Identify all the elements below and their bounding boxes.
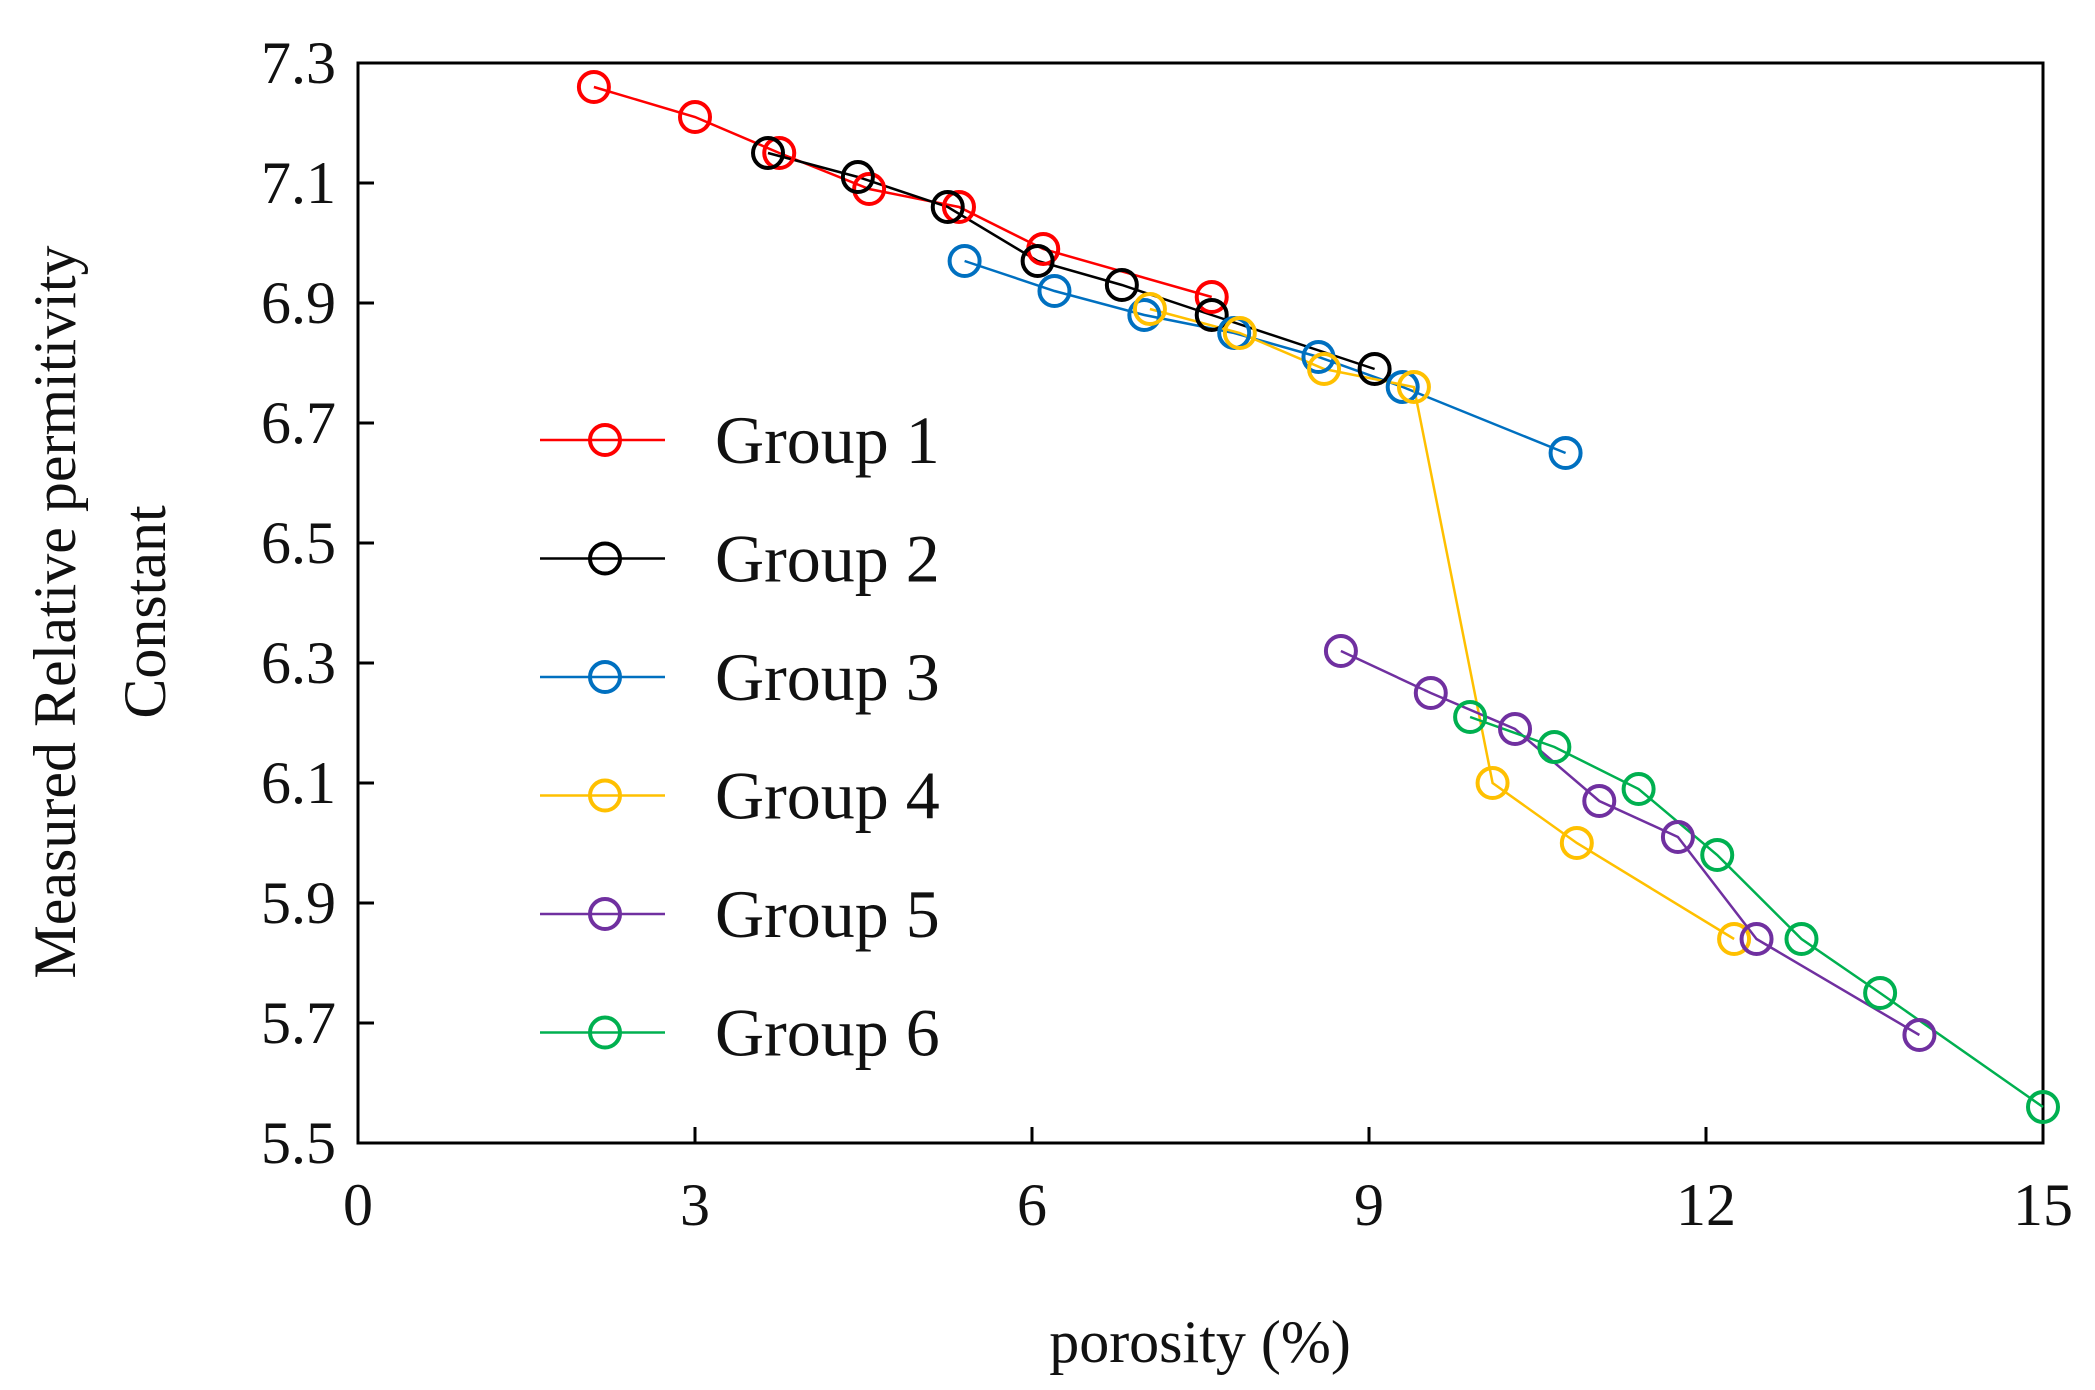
legend-label: Group 3 — [715, 639, 940, 715]
x-tick-label: 0 — [343, 1172, 373, 1238]
data-point-group-6 — [1453, 700, 1488, 734]
data-point-group-6 — [2026, 1090, 2060, 1124]
y-tick-label: 6.3 — [261, 630, 336, 696]
y-tick-label: 6.5 — [261, 510, 336, 576]
data-point-group-3 — [1385, 370, 1420, 404]
legend-item-group-5: Group 5 — [540, 876, 940, 952]
y-tick-label: 7.1 — [261, 150, 336, 216]
data-point-group-5 — [1739, 922, 1774, 956]
data-point-group-6 — [1621, 772, 1656, 806]
x-axis: 0 3 6 9 12 15 — [343, 1127, 2073, 1238]
legend-item-group-2: Group 2 — [540, 521, 940, 597]
data-point-group-5 — [1323, 634, 1358, 668]
plot-area-frame — [356, 61, 2045, 1145]
legend-marker — [588, 897, 622, 931]
legend-label: Group 2 — [715, 521, 940, 597]
data-point-group-2 — [1020, 244, 1055, 278]
data-point-group-3 — [1127, 298, 1162, 332]
data-point-group-5 — [1413, 676, 1448, 710]
series-markers — [576, 70, 2060, 1124]
data-point-group-2 — [1194, 298, 1229, 332]
data-point-group-4 — [1132, 292, 1167, 326]
legend-marker — [588, 1015, 622, 1050]
data-point-group-2 — [930, 190, 965, 224]
x-axis-title: porosity (%) — [1049, 1309, 1351, 1375]
data-point-group-1 — [852, 172, 887, 206]
data-point-group-1 — [576, 70, 611, 104]
legend-marker — [588, 778, 622, 813]
legend-marker — [588, 660, 622, 694]
data-point-group-4 — [1222, 316, 1257, 350]
data-point-group-4 — [1559, 826, 1594, 860]
y-axis-title: Measured Relative permitivity Constant — [22, 245, 178, 978]
legend: Group 1 Group 2 Group 3 Group 4 Group 5 Group… — [540, 402, 940, 1071]
legend-item-group-6: Group 6 — [540, 995, 940, 1071]
legend-item-group-3: Group 3 — [540, 639, 940, 715]
y-tick-label: 5.7 — [261, 990, 336, 1056]
data-point-group-3 — [1548, 436, 1583, 470]
legend-label: Group 5 — [715, 876, 940, 952]
y-tick-label: 5.5 — [261, 1110, 336, 1176]
legend-label: Group 6 — [715, 995, 940, 1071]
series-lines — [593, 85, 2044, 1109]
data-point-group-4 — [1475, 766, 1510, 800]
data-point-group-6 — [1537, 730, 1572, 764]
data-point-group-1 — [678, 100, 712, 134]
x-tick-label: 9 — [1354, 1172, 1384, 1238]
series-line-group-4 — [1149, 307, 1735, 941]
data-point-group-1 — [941, 190, 976, 224]
data-point-group-2 — [1357, 352, 1392, 386]
y-axis: 5.5 5.7 5.9 6.1 6.3 6.5 6.7 6.9 7.1 7.3 — [261, 30, 374, 1176]
data-point-group-1 — [762, 136, 797, 170]
legend-item-group-1: Group 1 — [540, 402, 940, 478]
y-tick-label: 5.9 — [261, 870, 336, 936]
data-point-group-2 — [840, 160, 875, 194]
y-axis-title-line-2: Constant — [112, 505, 178, 719]
data-point-group-2 — [751, 136, 786, 170]
data-point-group-3 — [947, 244, 982, 278]
data-point-group-3 — [1037, 274, 1072, 308]
data-point-group-5 — [1498, 712, 1533, 746]
y-tick-label: 6.9 — [261, 270, 336, 336]
data-point-group-6 — [1784, 922, 1819, 956]
legend-marker — [588, 541, 622, 576]
data-point-group-5 — [1582, 784, 1617, 818]
x-tick-label: 3 — [680, 1172, 710, 1238]
legend-label: Group 4 — [715, 758, 940, 834]
x-tick-label: 12 — [1676, 1172, 1736, 1238]
y-tick-label: 6.7 — [261, 390, 336, 456]
data-point-group-4 — [1396, 370, 1431, 404]
data-point-group-4 — [1717, 922, 1752, 956]
data-point-group-6 — [1700, 838, 1735, 872]
data-point-group-4 — [1307, 352, 1342, 386]
data-point-group-2 — [1104, 268, 1139, 302]
data-point-group-1 — [1194, 280, 1229, 314]
y-axis-title-line-1: Measured Relative permitivity — [22, 245, 88, 978]
legend-label: Group 1 — [715, 402, 940, 478]
y-tick-label: 6.1 — [261, 750, 336, 816]
x-tick-label: 15 — [2013, 1172, 2073, 1238]
x-tick-label: 6 — [1017, 1172, 1047, 1238]
series-line-group-3 — [964, 259, 1567, 455]
data-point-group-5 — [1902, 1018, 1937, 1052]
legend-item-group-4: Group 4 — [540, 758, 940, 834]
legend-marker — [588, 423, 622, 457]
data-point-group-6 — [1863, 976, 1898, 1010]
series-line-group-6 — [1469, 715, 2044, 1109]
series-line-group-5 — [1340, 649, 1921, 1037]
data-point-group-5 — [1660, 820, 1695, 854]
y-tick-label: 7.3 — [261, 30, 336, 96]
